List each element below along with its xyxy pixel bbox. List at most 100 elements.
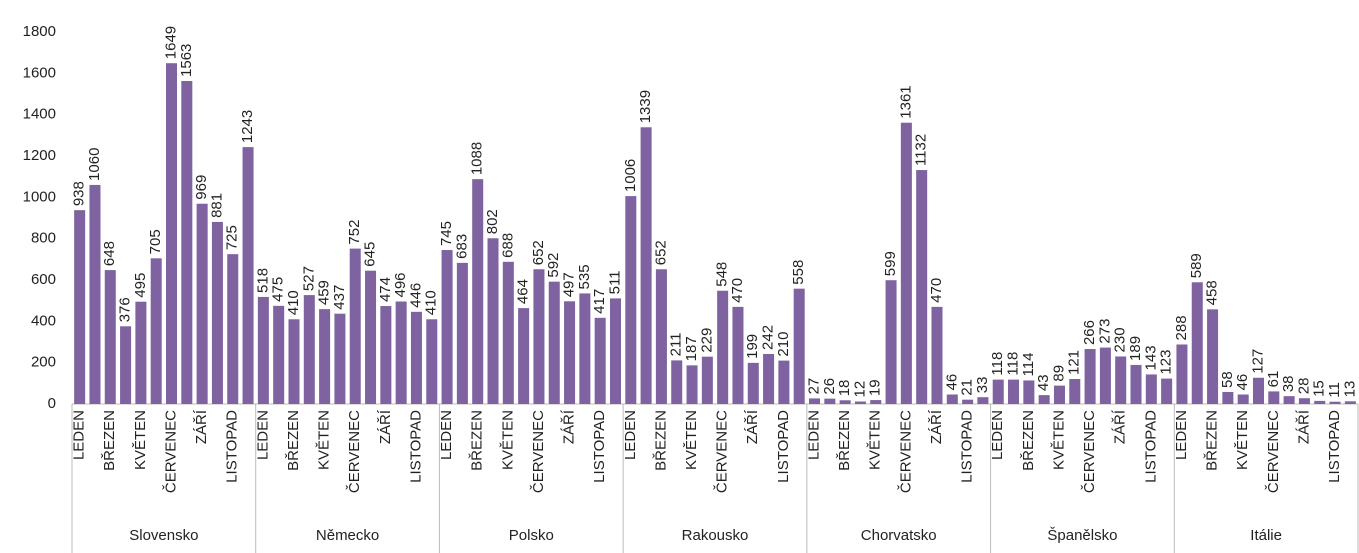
bar [395, 301, 407, 404]
value-label: 13 [1341, 381, 1358, 398]
x-tick-label: ČERVENEC [530, 410, 547, 493]
x-tick-label: LEDEN [438, 410, 455, 460]
bar [732, 306, 744, 404]
x-tick-label: LISTOPAD [1142, 410, 1159, 483]
bar [349, 248, 361, 404]
bar [1023, 380, 1035, 404]
bar [655, 269, 667, 404]
value-label: 27 [805, 378, 822, 395]
value-label: 464 [515, 279, 532, 304]
value-label: 58 [1219, 371, 1236, 388]
bar [609, 298, 621, 404]
bar [548, 281, 560, 404]
value-label: 437 [331, 285, 348, 310]
bar [1161, 378, 1173, 404]
bar [1099, 347, 1111, 404]
value-label: 12 [851, 381, 868, 398]
x-tick-label: ZÁŘÍ [561, 409, 578, 444]
value-label: 652 [652, 240, 669, 265]
bar [1329, 401, 1341, 404]
bar [931, 306, 943, 404]
bar [334, 313, 346, 404]
value-label: 19 [867, 379, 884, 396]
value-label: 881 [208, 193, 225, 218]
x-tick-label: ČERVENEC [346, 410, 363, 493]
bar [472, 179, 484, 404]
value-label: 210 [775, 332, 792, 357]
x-tick-label: LISTOPAD [775, 410, 792, 483]
value-label: 497 [561, 272, 578, 297]
value-label: 18 [836, 380, 853, 397]
value-label: 118 [1005, 352, 1022, 376]
value-label: 446 [407, 283, 424, 308]
value-label: 15 [1311, 380, 1328, 397]
value-label: 474 [377, 277, 394, 302]
x-tick-label: ČERVENEC [714, 410, 731, 493]
bar [1115, 356, 1127, 404]
value-label: 527 [300, 266, 317, 291]
value-label: 1243 [239, 110, 256, 143]
value-label: 123 [1158, 350, 1175, 375]
group-label: Rakousko [682, 527, 749, 544]
bar [456, 262, 468, 404]
value-label: 475 [270, 277, 287, 302]
bar [992, 379, 1004, 404]
value-label: 745 [438, 221, 455, 246]
bar [166, 63, 178, 404]
group-label: Slovensko [129, 527, 198, 544]
value-label: 1006 [622, 159, 639, 192]
value-label: 688 [499, 233, 516, 258]
bar [946, 394, 958, 404]
bar [1222, 392, 1234, 404]
bar [1344, 401, 1356, 404]
bar [319, 309, 331, 404]
bar [1145, 374, 1157, 404]
group-label: Španělsko [1047, 527, 1117, 544]
bar [1268, 391, 1280, 404]
x-tick-label: LEDEN [254, 410, 271, 460]
x-tick-label: ZÁŘÍ [1112, 409, 1129, 444]
bar [288, 319, 300, 404]
value-label: 89 [1050, 365, 1067, 382]
value-label: 518 [254, 268, 271, 293]
group-label: Chorvatsko [861, 527, 937, 544]
value-label: 1339 [637, 90, 654, 123]
value-label: 211 [668, 332, 685, 356]
x-tick-label: ZÁŘÍ [928, 409, 945, 444]
x-tick-label: ČERVENEC [1265, 410, 1282, 493]
bar [257, 296, 269, 404]
value-label: 38 [1280, 375, 1297, 392]
value-label: 725 [224, 225, 241, 250]
value-label: 121 [1066, 350, 1083, 375]
value-label: 705 [147, 229, 164, 254]
bar [1176, 344, 1188, 404]
x-tick-label: ČERVENEC [897, 410, 914, 493]
x-tick-label: KVĚTEN [683, 410, 700, 470]
value-label: 61 [1265, 371, 1282, 388]
bar [640, 127, 652, 405]
bar [625, 196, 637, 404]
value-label: 46 [1234, 374, 1251, 391]
value-label: 376 [117, 297, 134, 322]
bar [441, 250, 453, 404]
x-tick-label: BŘEZEN [836, 410, 853, 471]
bar [1283, 396, 1295, 404]
bar [1038, 395, 1050, 404]
value-label: 242 [760, 325, 777, 350]
bar [502, 261, 514, 404]
group-label: Polsko [509, 527, 554, 544]
bar [1008, 379, 1020, 404]
value-label: 1649 [162, 26, 179, 59]
bar [74, 210, 86, 404]
bar [120, 326, 132, 404]
value-label: 417 [591, 289, 608, 314]
value-label: 229 [698, 328, 715, 353]
value-label: 266 [1081, 320, 1098, 345]
bar [487, 238, 499, 404]
value-label: 410 [423, 290, 440, 315]
bar [410, 311, 422, 404]
bar [824, 398, 836, 404]
y-tick-label: 1800 [23, 23, 56, 40]
bar [839, 400, 851, 404]
value-label: 11 [1326, 382, 1343, 398]
